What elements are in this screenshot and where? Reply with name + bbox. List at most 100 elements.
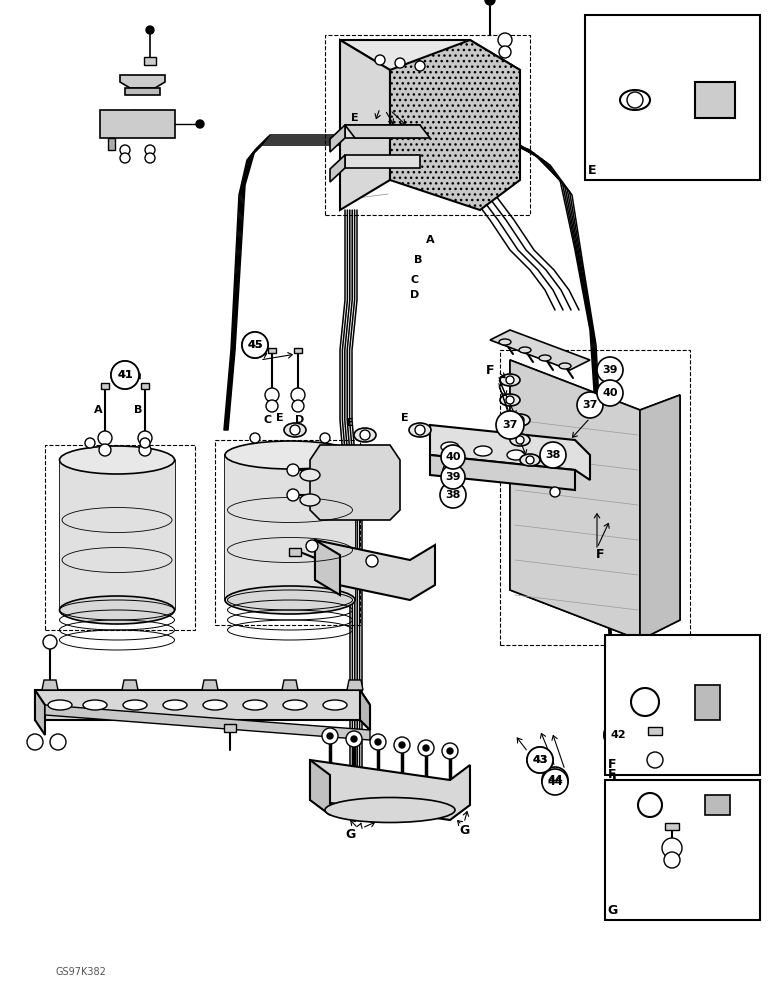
Circle shape	[50, 734, 66, 750]
Circle shape	[516, 416, 524, 424]
Text: 38: 38	[445, 490, 461, 500]
Text: C: C	[411, 275, 419, 285]
Text: 41: 41	[117, 370, 133, 380]
Circle shape	[265, 388, 279, 402]
Polygon shape	[490, 330, 590, 370]
Text: 45: 45	[247, 340, 262, 350]
Text: 37: 37	[503, 420, 518, 430]
Circle shape	[440, 482, 466, 508]
Ellipse shape	[510, 414, 530, 426]
Ellipse shape	[59, 596, 174, 624]
Ellipse shape	[325, 798, 455, 822]
Ellipse shape	[441, 442, 459, 452]
Circle shape	[423, 745, 429, 751]
Polygon shape	[100, 110, 175, 138]
Circle shape	[577, 392, 603, 418]
Bar	[101, 383, 109, 389]
Circle shape	[442, 743, 458, 759]
Text: 42: 42	[610, 730, 626, 740]
Polygon shape	[345, 125, 420, 138]
Text: 40: 40	[445, 452, 461, 462]
Circle shape	[496, 411, 524, 439]
Text: G: G	[607, 904, 617, 916]
Polygon shape	[282, 680, 298, 690]
Polygon shape	[695, 82, 735, 118]
Circle shape	[146, 26, 154, 34]
Circle shape	[99, 444, 111, 456]
Circle shape	[604, 721, 632, 749]
Polygon shape	[120, 75, 165, 88]
Polygon shape	[42, 680, 58, 690]
Bar	[289, 548, 301, 556]
Polygon shape	[60, 460, 175, 610]
Circle shape	[287, 464, 299, 476]
Circle shape	[320, 433, 330, 443]
Circle shape	[664, 852, 680, 868]
Circle shape	[196, 120, 204, 128]
Polygon shape	[35, 690, 45, 735]
Circle shape	[111, 361, 139, 389]
Circle shape	[662, 838, 682, 858]
Ellipse shape	[519, 347, 531, 353]
Polygon shape	[330, 155, 345, 182]
Text: 39: 39	[445, 472, 461, 482]
Circle shape	[375, 55, 385, 65]
Ellipse shape	[620, 90, 650, 110]
Polygon shape	[310, 760, 470, 820]
Circle shape	[370, 734, 386, 750]
Text: 43: 43	[532, 755, 548, 765]
Text: 44: 44	[547, 777, 563, 787]
Polygon shape	[705, 795, 730, 815]
Circle shape	[366, 555, 378, 567]
Bar	[500, 350, 690, 645]
Ellipse shape	[500, 374, 520, 386]
Bar	[325, 35, 530, 215]
Text: D: D	[411, 290, 420, 300]
Polygon shape	[310, 760, 330, 815]
Circle shape	[292, 400, 304, 412]
Polygon shape	[345, 155, 420, 168]
Ellipse shape	[409, 423, 431, 437]
Circle shape	[43, 635, 57, 649]
Polygon shape	[430, 425, 590, 480]
Circle shape	[327, 733, 333, 739]
Text: F: F	[596, 548, 604, 562]
Circle shape	[447, 748, 453, 754]
Circle shape	[597, 380, 623, 406]
Polygon shape	[640, 395, 680, 640]
Circle shape	[375, 739, 381, 745]
Text: E: E	[276, 413, 284, 423]
Text: E: E	[587, 163, 596, 176]
Circle shape	[506, 376, 514, 384]
Bar	[585, 15, 760, 180]
Bar	[605, 635, 760, 775]
Circle shape	[443, 463, 457, 477]
Text: E: E	[401, 413, 409, 423]
Ellipse shape	[539, 355, 551, 361]
Text: B: B	[134, 405, 142, 415]
Circle shape	[394, 737, 410, 753]
Text: D: D	[296, 415, 305, 425]
Ellipse shape	[123, 700, 147, 710]
Circle shape	[250, 433, 260, 443]
Circle shape	[290, 425, 300, 435]
Text: 37: 37	[582, 400, 598, 410]
Ellipse shape	[243, 700, 267, 710]
Text: C: C	[264, 415, 272, 425]
Circle shape	[604, 721, 632, 749]
Circle shape	[441, 465, 465, 489]
Circle shape	[291, 388, 305, 402]
Circle shape	[542, 767, 568, 793]
Ellipse shape	[284, 423, 306, 437]
Circle shape	[499, 46, 511, 58]
Text: 45: 45	[247, 340, 262, 350]
Ellipse shape	[300, 494, 320, 506]
Circle shape	[415, 61, 425, 71]
Ellipse shape	[499, 339, 511, 345]
Polygon shape	[202, 680, 218, 690]
Polygon shape	[340, 40, 390, 210]
Circle shape	[506, 396, 514, 404]
Circle shape	[638, 793, 662, 817]
Text: G: G	[345, 828, 355, 842]
Ellipse shape	[354, 428, 376, 442]
